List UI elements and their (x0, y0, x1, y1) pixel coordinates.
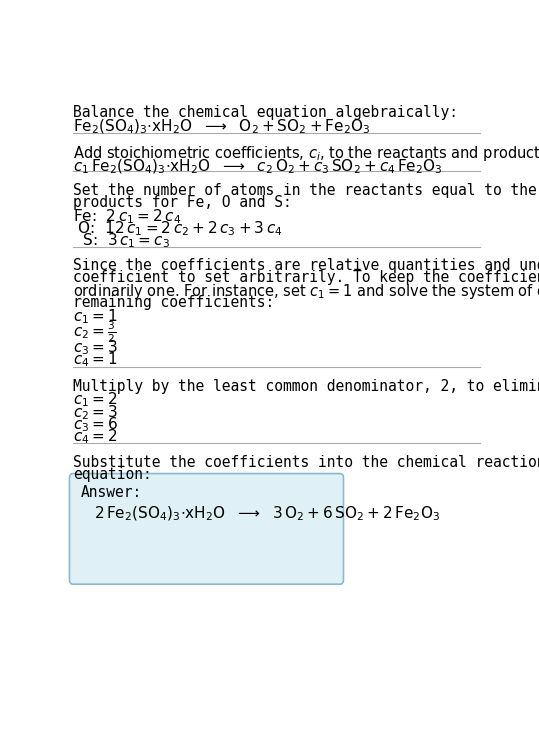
Text: Multiply by the least common denominator, 2, to eliminate fractional coefficient: Multiply by the least common denominator… (73, 378, 539, 393)
Text: $\mathrm{Fe_2(SO_4)_3{\cdot}xH_2O}$  $\longrightarrow$  $\mathrm{O_2 + SO_2 + Fe: $\mathrm{Fe_2(SO_4)_3{\cdot}xH_2O}$ $\lo… (73, 118, 370, 136)
Text: S:  $3\,c_1 = c_3$: S: $3\,c_1 = c_3$ (73, 232, 170, 250)
Text: Set the number of atoms in the reactants equal to the number of atoms in the: Set the number of atoms in the reactants… (73, 183, 539, 198)
Text: $c_4 = 1$: $c_4 = 1$ (73, 350, 118, 369)
Text: Add stoichiometric coefficients, $c_i$, to the reactants and products:: Add stoichiometric coefficients, $c_i$, … (73, 144, 539, 162)
FancyBboxPatch shape (70, 474, 343, 584)
Text: $c_1\,\mathrm{Fe_2(SO_4)_3{\cdot}xH_2O}$  $\longrightarrow$  $c_2\,\mathrm{O_2} : $c_1\,\mathrm{Fe_2(SO_4)_3{\cdot}xH_2O}$… (73, 157, 443, 176)
Text: O:  $12\,c_1 = 2\,c_2 + 2\,c_3 + 3\,c_4$: O: $12\,c_1 = 2\,c_2 + 2\,c_3 + 3\,c_4$ (73, 220, 282, 238)
Text: Substitute the coefficients into the chemical reaction to obtain the balanced: Substitute the coefficients into the che… (73, 455, 539, 470)
Text: coefficient to set arbitrarily. To keep the coefficients small, the arbitrary va: coefficient to set arbitrarily. To keep … (73, 270, 539, 285)
Text: equation:: equation: (73, 467, 151, 482)
Text: Answer:: Answer: (81, 485, 142, 500)
Text: products for Fe, O and S:: products for Fe, O and S: (73, 195, 292, 210)
Text: Since the coefficients are relative quantities and underdetermined, choose a: Since the coefficients are relative quan… (73, 258, 539, 273)
Text: $c_4 = 2$: $c_4 = 2$ (73, 427, 118, 446)
Text: Balance the chemical equation algebraically:: Balance the chemical equation algebraica… (73, 105, 458, 120)
Text: $c_1 = 1$: $c_1 = 1$ (73, 307, 118, 326)
Text: $c_2 = \frac{3}{2}$: $c_2 = \frac{3}{2}$ (73, 319, 116, 344)
Text: $c_1 = 2$: $c_1 = 2$ (73, 391, 118, 409)
Text: $c_3 = 6$: $c_3 = 6$ (73, 415, 118, 434)
Text: $c_2 = 3$: $c_2 = 3$ (73, 403, 118, 422)
Text: remaining coefficients:: remaining coefficients: (73, 295, 274, 310)
Text: $2\,\mathrm{Fe_2(SO_4)_3{\cdot}xH_2O}$  $\longrightarrow$  $3\,\mathrm{O_2} + 6\: $2\,\mathrm{Fe_2(SO_4)_3{\cdot}xH_2O}$ $… (94, 505, 440, 523)
Text: ordinarily one. For instance, set $c_1 = 1$ and solve the system of equations fo: ordinarily one. For instance, set $c_1 =… (73, 283, 539, 302)
Text: $c_3 = 3$: $c_3 = 3$ (73, 338, 118, 356)
Text: Fe:  $2\,c_1 = 2\,c_4$: Fe: $2\,c_1 = 2\,c_4$ (73, 208, 181, 226)
